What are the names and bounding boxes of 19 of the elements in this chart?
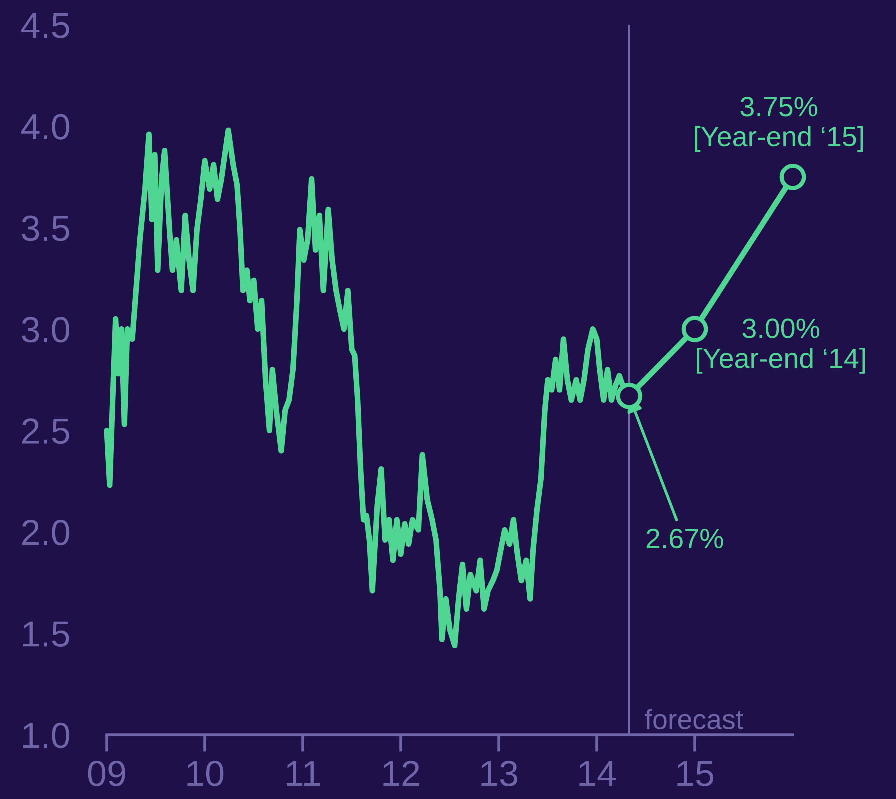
y-tick-label: 1.5 xyxy=(23,622,70,648)
ref-line-label: forecast xyxy=(645,709,744,730)
y-tick-label: 3.0 xyxy=(22,317,70,343)
y-tick-label: 1.0 xyxy=(23,722,70,748)
y-tick-label: 4.0 xyxy=(22,114,70,140)
x-tick-label: 10 xyxy=(188,760,224,787)
annotation: 3.75% [Year-end ‘15] xyxy=(695,97,864,152)
x-tick-label: 12 xyxy=(384,760,420,786)
annotation: 3.00% [Year-end ‘14] xyxy=(697,318,866,374)
y-tick-label: 3.5 xyxy=(22,216,70,242)
y-tick-label: 2.5 xyxy=(22,418,70,444)
x-tick-label: 11 xyxy=(287,761,320,786)
annotation: 2.67% xyxy=(646,528,724,549)
x-tick-label: 14 xyxy=(580,761,616,786)
x-tick-label: 15 xyxy=(678,761,714,787)
y-tick-label: 2.0 xyxy=(22,520,70,546)
x-tick-label: 09 xyxy=(88,760,126,787)
x-tick-label: 13 xyxy=(482,760,518,787)
y-tick-label: 4.5 xyxy=(22,13,70,38)
